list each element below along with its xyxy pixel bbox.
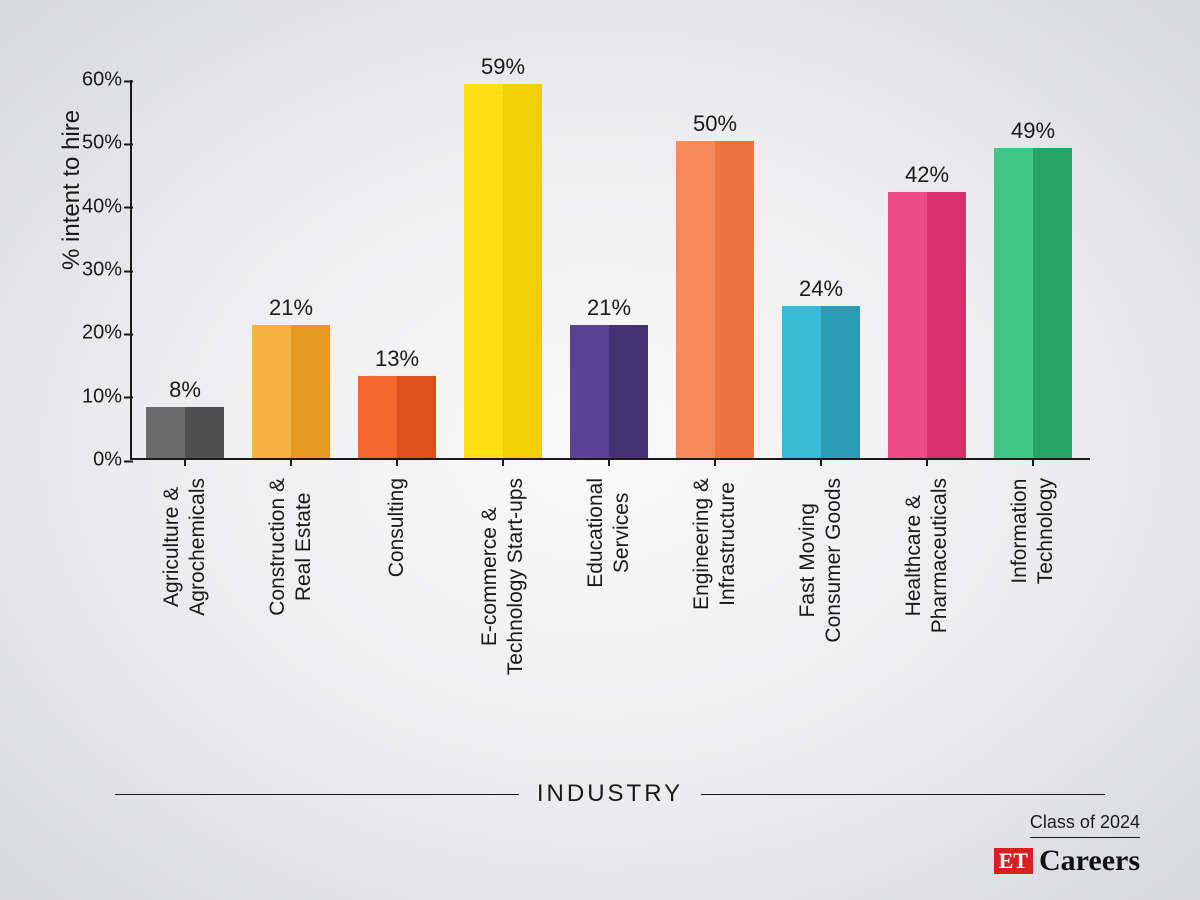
x-category-label: Fast MovingConsumer Goods [795, 478, 848, 643]
x-axis-title-rule-left [115, 794, 519, 795]
bar: 24% [782, 306, 860, 458]
bar: 50% [676, 141, 754, 458]
brand-logo: ET Careers [994, 844, 1140, 878]
bar-slot: 50%Engineering &Infrastructure [676, 78, 754, 458]
brand-logo-box: ET [994, 848, 1033, 874]
x-tick [1032, 458, 1034, 466]
x-axis-label: INDUSTRY [537, 780, 683, 808]
y-tick: 60% [72, 69, 122, 92]
x-axis-title-row: INDUSTRY [115, 780, 1105, 808]
bar: 13% [358, 376, 436, 458]
x-category-label: Agriculture &Agrochemicals [159, 478, 212, 616]
brand-logo-text: Careers [1039, 844, 1140, 878]
x-tick [184, 458, 186, 466]
y-tick: 30% [72, 259, 122, 282]
y-tick: 20% [72, 322, 122, 345]
bar-value-label: 50% [693, 111, 737, 137]
bar: 59% [464, 84, 542, 458]
x-category-label: InformationTechnology [1007, 478, 1060, 584]
bar-slot: 49%InformationTechnology [994, 78, 1072, 458]
x-category-label: Engineering &Infrastructure [689, 478, 742, 610]
x-axis-title-rule-right [701, 794, 1105, 795]
x-tick [396, 458, 398, 466]
y-tick: 0% [72, 449, 122, 472]
bars-container: 8%Agriculture &Agrochemicals 21%Construct… [132, 80, 1090, 458]
bar: 42% [888, 192, 966, 458]
bar-value-label: 21% [587, 295, 631, 321]
brand-tagline: Class of 2024 [1030, 812, 1140, 838]
x-category-label: Consulting [384, 478, 410, 577]
bar-value-label: 24% [799, 276, 843, 302]
bar: 21% [252, 325, 330, 458]
chart: 8%Agriculture &Agrochemicals 21%Construct… [130, 80, 1090, 460]
bar-slot: 59%E-commerce &Technology Start-ups [464, 78, 542, 458]
bar-value-label: 13% [375, 346, 419, 372]
x-category-label: E-commerce &Technology Start-ups [477, 478, 530, 675]
bar-value-label: 21% [269, 295, 313, 321]
bar-value-label: 42% [905, 162, 949, 188]
x-category-label: Healthcare &Pharmaceuticals [901, 478, 954, 633]
bar-slot: 42%Healthcare &Pharmaceuticals [888, 78, 966, 458]
bar-value-label: 49% [1011, 118, 1055, 144]
bar-slot: 13%Consulting [358, 78, 436, 458]
bar-value-label: 59% [481, 54, 525, 80]
x-tick [290, 458, 292, 466]
x-tick [714, 458, 716, 466]
bar: 49% [994, 148, 1072, 458]
bar-slot: 21%EducationalServices [570, 78, 648, 458]
x-tick [926, 458, 928, 466]
bar-slot: 8%Agriculture &Agrochemicals [146, 78, 224, 458]
plot-area: 8%Agriculture &Agrochemicals 21%Construct… [130, 80, 1090, 460]
y-tick: 50% [72, 132, 122, 155]
x-tick [608, 458, 610, 466]
bar-value-label: 8% [169, 377, 201, 403]
bar: 21% [570, 325, 648, 458]
y-tick: 40% [72, 195, 122, 218]
brand-block: Class of 2024 ET Careers [994, 812, 1140, 878]
x-category-label: Construction &Real Estate [265, 478, 318, 616]
bar-slot: 24%Fast MovingConsumer Goods [782, 78, 860, 458]
x-category-label: EducationalServices [583, 478, 636, 588]
bar: 8% [146, 407, 224, 458]
x-tick [820, 458, 822, 466]
x-tick [502, 458, 504, 466]
bar-slot: 21%Construction &Real Estate [252, 78, 330, 458]
y-tick: 10% [72, 385, 122, 408]
